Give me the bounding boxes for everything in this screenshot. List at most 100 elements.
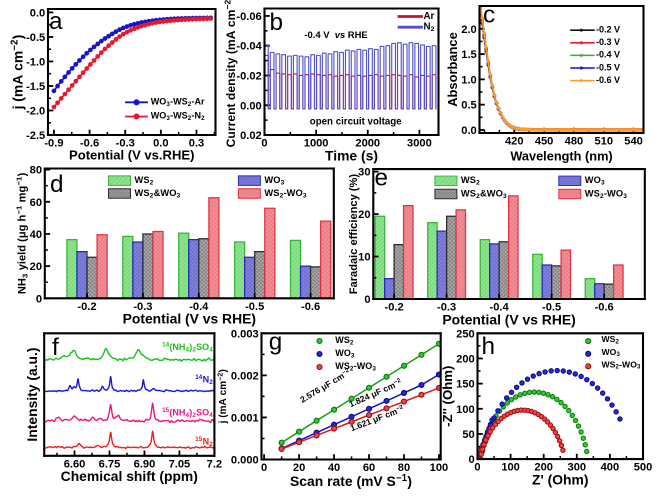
svg-text:200: 200: [456, 353, 475, 365]
svg-text:250: 250: [456, 328, 475, 340]
svg-text:W S 2: W S 2: [601, 322, 621, 347]
svg-text:1000: 1000: [304, 138, 329, 150]
svg-text:W O 3: W O 3: [335, 336, 357, 361]
svg-text:N H y: N H y i e l d ( μ g h m g ) 3 − 1 − 1: [1, 167, 32, 295]
svg-text:Chemical shift (ppm): Chemical shift (ppm): [61, 468, 198, 484]
svg-text:20: 20: [293, 462, 305, 474]
svg-text:420: 420: [505, 136, 524, 148]
svg-text:g: g: [269, 329, 283, 356]
svg-text:-0.6: -0.6: [301, 301, 320, 313]
svg-text:-0.3 V: -0.3 V: [596, 37, 620, 47]
svg-text:0.0: 0.0: [461, 125, 476, 137]
svg-text:-0.5: -0.5: [245, 301, 264, 313]
svg-text:-0.2 V: -0.2 V: [596, 25, 620, 35]
svg-text:0: 0: [469, 454, 475, 466]
svg-text:W O 3: W O 3: [601, 335, 622, 360]
svg-text:Wavelength (nm): Wavelength (nm): [510, 148, 612, 163]
svg-text:0: 0: [261, 462, 267, 474]
svg-text:-2.0: -2.0: [26, 106, 45, 118]
svg-text:2.0: 2.0: [461, 24, 476, 36]
svg-text:-0.5: -0.5: [542, 302, 561, 314]
svg-text:W S - W O: W S - W O 2 3: [335, 349, 378, 376]
svg-text:510: 510: [594, 136, 613, 148]
svg-text:-0.6 V: -0.6 V: [596, 75, 620, 85]
svg-text:0: 0: [36, 293, 42, 305]
svg-text:W O - W S: W O - W S - N 3 2 2: [151, 99, 208, 126]
svg-text:-0.6: -0.6: [595, 302, 614, 314]
svg-text:vs: vs: [335, 30, 346, 41]
svg-text:1 4 2 N: 1 4 2 N: [195, 359, 219, 389]
svg-text:N 2: N 2: [424, 9, 437, 34]
svg-text:c: c: [483, 2, 495, 29]
svg-text:-0.02: -0.02: [236, 70, 261, 82]
svg-text:W O - W S: W O - W S - A r 3 2: [151, 84, 211, 111]
svg-text:RHE: RHE: [348, 30, 368, 41]
svg-text:1 . 8 2 4: 1 . 8 2 4 μ F c m − 2: [341, 362, 407, 412]
svg-text:6.90: 6.90: [134, 458, 156, 470]
svg-text:Ar: Ar: [424, 11, 435, 22]
svg-text:540: 540: [624, 136, 643, 148]
svg-text:500: 500: [634, 462, 653, 474]
svg-text:30: 30: [358, 167, 370, 179]
svg-text:1 . 6 2 1: 1 . 6 2 1 μ F c m − 2: [343, 389, 409, 437]
svg-text:0.02: 0.02: [240, 130, 262, 142]
svg-text:0: 0: [261, 138, 267, 150]
svg-text:20: 20: [358, 209, 370, 221]
svg-text:-0.5 V: -0.5 V: [596, 62, 620, 72]
svg-text:-0.3: -0.3: [133, 301, 152, 313]
svg-text:1.5: 1.5: [461, 49, 476, 61]
svg-text:open circuit voltage: open circuit voltage: [310, 116, 402, 127]
svg-text:-1.0: -1.0: [26, 56, 45, 68]
svg-text:W S - W O: W S - W O 2 3: [585, 176, 629, 203]
svg-text:10: 10: [358, 252, 370, 264]
svg-text:200: 200: [534, 462, 553, 474]
svg-text:W S - W O: W S - W O 2 3: [601, 347, 643, 373]
svg-text:Intensity (a.u.): Intensity (a.u.): [24, 348, 40, 442]
svg-text:a: a: [49, 8, 63, 35]
svg-text:-Z'' (Ohm): -Z'' (Ohm): [440, 366, 455, 427]
svg-text:h: h: [481, 333, 495, 360]
svg-text:150: 150: [456, 379, 475, 391]
svg-text:Absorbance: Absorbance: [445, 32, 460, 107]
svg-text:S c a n: S c a n r a t e ( m V S ) − 1: [290, 461, 418, 491]
svg-text:-0.04: -0.04: [236, 41, 262, 53]
svg-text:3000: 3000: [407, 138, 432, 150]
svg-text:450: 450: [535, 136, 554, 148]
svg-text:Faradaic efficiency (%): Faradaic efficiency (%): [348, 174, 360, 295]
svg-text:-0.3: -0.3: [437, 302, 456, 314]
svg-text:W S & W O: W S & W O 2 3: [461, 176, 509, 203]
svg-text:0: 0: [474, 462, 480, 474]
svg-text:300: 300: [568, 462, 587, 474]
svg-text:-0.6: -0.6: [80, 138, 99, 150]
svg-text:1.0: 1.0: [461, 74, 476, 86]
svg-text:-0.2: -0.2: [385, 302, 404, 314]
svg-text:C u r r: C u r r e n t d e n s i t y ( m A c m ): [210, 0, 240, 147]
svg-text:0.001: 0.001: [231, 412, 259, 424]
svg-text:-0.3: -0.3: [116, 138, 135, 150]
svg-text:60: 60: [363, 462, 375, 474]
svg-text:2 . 5 7 6: 2 . 5 7 6 μ F c m − 2: [291, 353, 356, 408]
svg-text:W S 2: W S 2: [461, 163, 482, 188]
svg-text:0.003: 0.003: [231, 328, 259, 340]
svg-text:80: 80: [30, 165, 42, 177]
svg-text:1 4 4 2 4: 1 4 4 2 4 ( N H ) S O: [162, 326, 219, 356]
svg-text:0.5: 0.5: [461, 100, 476, 112]
svg-text:6.60: 6.60: [64, 458, 86, 470]
svg-text:Potential (V vs RHE): Potential (V vs RHE): [123, 311, 256, 327]
svg-text:50: 50: [462, 429, 474, 441]
svg-text:W S 2: W S 2: [134, 163, 155, 188]
svg-text:100: 100: [456, 404, 475, 416]
svg-text:7.2: 7.2: [207, 458, 222, 470]
svg-text:f: f: [52, 334, 59, 361]
svg-text:-0.5: -0.5: [26, 32, 45, 44]
svg-text:-0.2: -0.2: [77, 301, 96, 313]
svg-text:W S - W O: W S - W O 2 3: [264, 176, 308, 203]
svg-text:-0.4 V: -0.4 V: [596, 50, 620, 60]
svg-text:100: 100: [430, 462, 449, 474]
svg-text:-0.4 V: -0.4 V: [304, 30, 330, 41]
svg-text:b: b: [270, 9, 284, 36]
svg-text:Z' (Ohm): Z' (Ohm): [532, 471, 588, 487]
svg-text:W O 3: W O 3: [264, 163, 286, 188]
svg-text:-0.06: -0.06: [236, 11, 261, 23]
svg-text:0.000: 0.000: [231, 455, 259, 467]
